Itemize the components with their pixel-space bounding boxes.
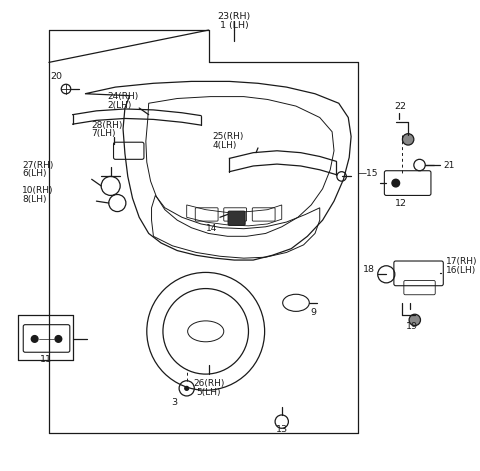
Text: 18: 18: [363, 265, 375, 274]
Text: 7(LH): 7(LH): [92, 129, 116, 138]
Text: 8(LH): 8(LH): [22, 195, 47, 204]
Text: —15: —15: [358, 169, 378, 178]
Circle shape: [402, 134, 414, 145]
Circle shape: [55, 336, 62, 342]
Text: 11: 11: [40, 355, 52, 365]
Text: 27(RH): 27(RH): [22, 161, 54, 170]
Text: 22: 22: [395, 102, 407, 111]
Text: 17(RH): 17(RH): [446, 258, 478, 267]
Text: 20: 20: [50, 72, 62, 81]
Text: 26(RH): 26(RH): [193, 379, 224, 388]
Text: 5(LH): 5(LH): [196, 388, 221, 397]
Text: 13: 13: [276, 425, 288, 434]
Text: 14: 14: [206, 224, 217, 233]
Text: 12: 12: [395, 199, 407, 208]
FancyBboxPatch shape: [228, 211, 245, 225]
Text: 16(LH): 16(LH): [446, 266, 476, 275]
Text: 28(RH): 28(RH): [92, 121, 123, 130]
Text: 2(LH): 2(LH): [108, 101, 132, 110]
Text: 3: 3: [171, 398, 178, 407]
Text: 23(RH): 23(RH): [217, 12, 251, 21]
Text: 10(RH): 10(RH): [22, 186, 54, 195]
Text: 25(RH): 25(RH): [212, 132, 244, 141]
Circle shape: [392, 179, 399, 187]
Text: 19: 19: [406, 322, 418, 331]
Text: 21: 21: [444, 161, 455, 170]
Circle shape: [409, 314, 420, 325]
Text: 1 (LH): 1 (LH): [220, 21, 249, 30]
Text: 24(RH): 24(RH): [108, 92, 139, 101]
Text: 4(LH): 4(LH): [212, 140, 237, 150]
Text: 6(LH): 6(LH): [22, 169, 47, 178]
Circle shape: [185, 386, 189, 390]
Circle shape: [31, 336, 38, 342]
Text: 9: 9: [310, 308, 316, 317]
